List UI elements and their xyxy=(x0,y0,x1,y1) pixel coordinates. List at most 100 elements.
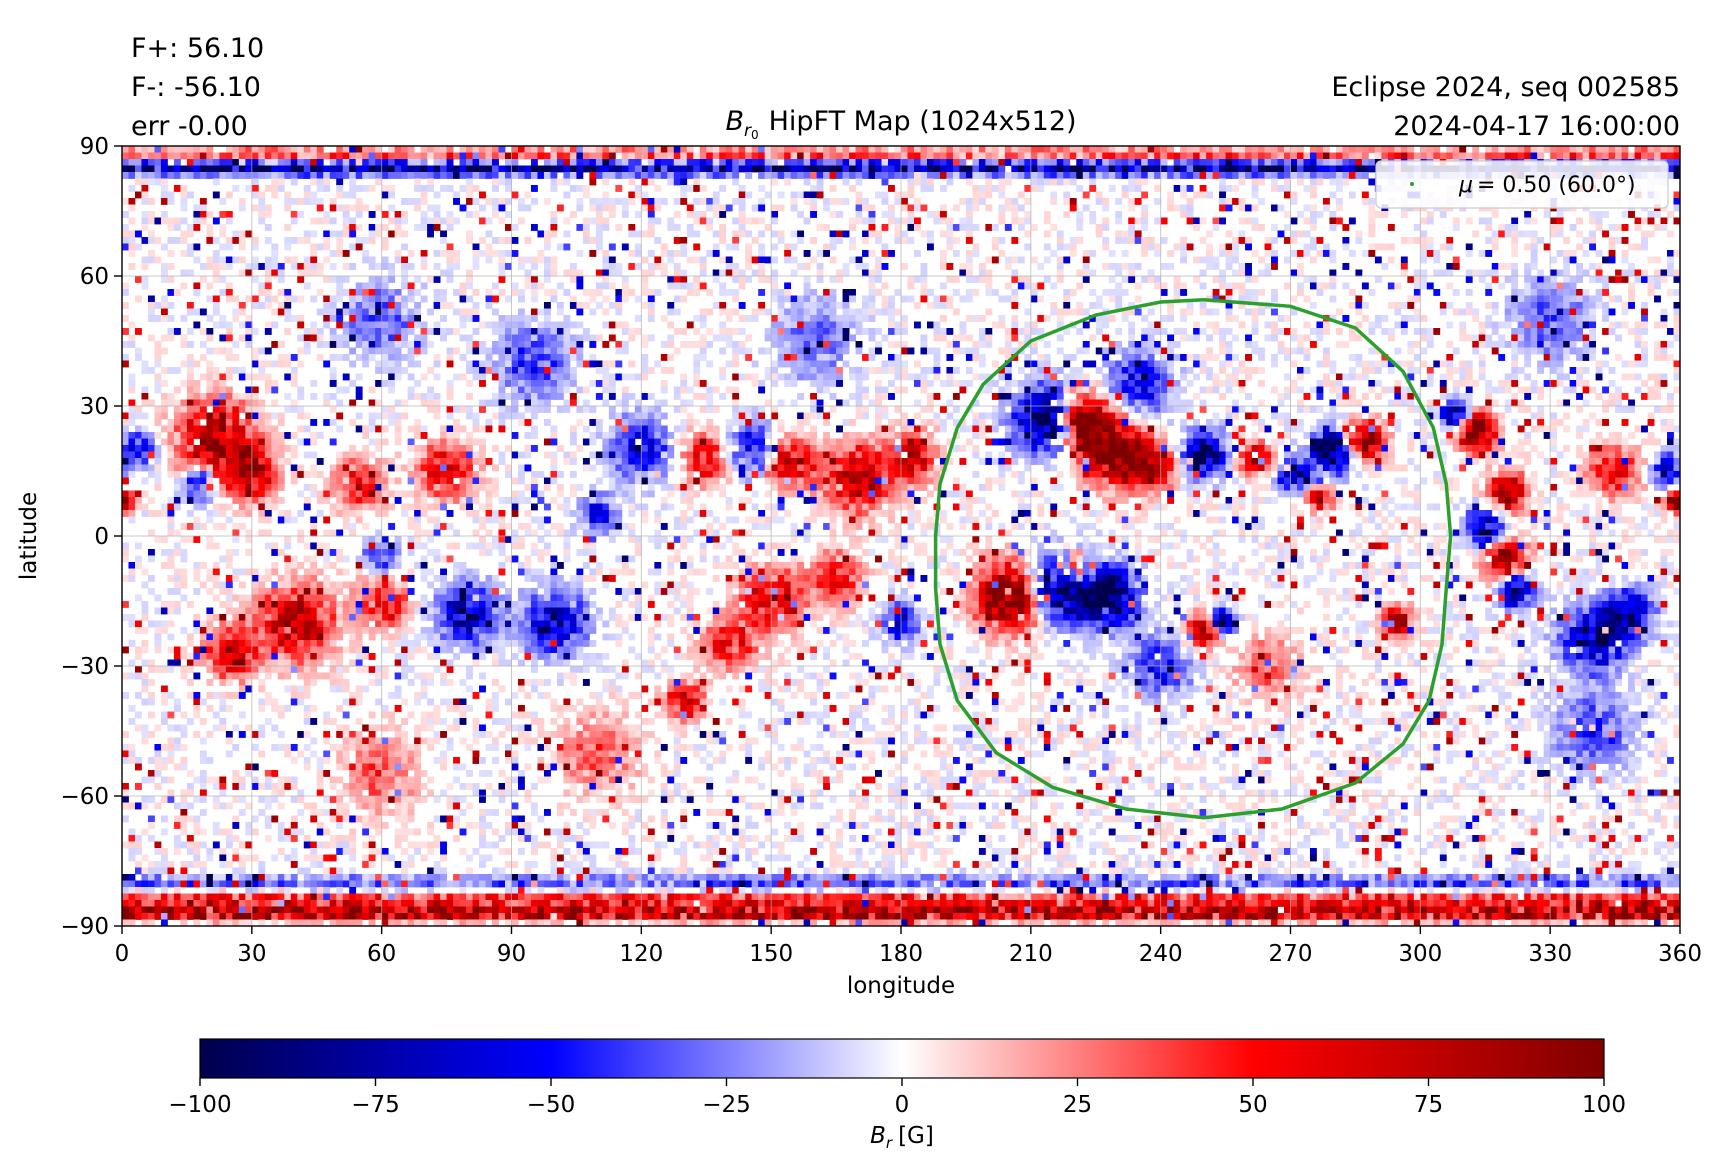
map-cell xyxy=(1095,165,1103,173)
map-cell xyxy=(1413,237,1421,244)
map-cell xyxy=(264,256,272,264)
map-cell xyxy=(1537,152,1545,160)
map-cell xyxy=(277,289,285,296)
map-cell xyxy=(1589,152,1597,160)
map-cell xyxy=(1069,152,1077,160)
map-cell xyxy=(673,250,681,257)
map-cell xyxy=(563,347,571,355)
map-cell xyxy=(550,341,558,348)
map-cell xyxy=(1491,276,1499,283)
map-cell xyxy=(1128,217,1136,225)
map-cell xyxy=(1076,269,1084,277)
map-cell xyxy=(1589,276,1597,283)
map-cell xyxy=(1193,172,1201,179)
map-cell xyxy=(323,256,331,264)
map-cell xyxy=(225,146,233,153)
map-cell xyxy=(472,341,480,348)
map-cell xyxy=(530,380,538,387)
map-cell xyxy=(388,230,396,238)
map-cell xyxy=(1296,263,1304,270)
map-cell xyxy=(1180,211,1188,218)
map-cell xyxy=(1134,178,1142,186)
map-cell xyxy=(1472,152,1480,160)
map-cell xyxy=(654,172,662,179)
map-cell xyxy=(446,211,454,218)
map-cell xyxy=(199,341,207,348)
map-cell xyxy=(1024,211,1032,218)
map-cell xyxy=(1628,152,1635,160)
map-cell xyxy=(1271,237,1278,244)
map-cell xyxy=(1024,393,1032,400)
map-cell xyxy=(1271,178,1278,186)
map-cell xyxy=(1219,250,1226,257)
map-cell xyxy=(589,354,597,361)
map-cell xyxy=(576,250,584,257)
map-cell xyxy=(440,230,447,238)
map-cell xyxy=(537,334,545,342)
map-cell xyxy=(1089,211,1097,218)
map-cell xyxy=(693,315,701,322)
map-cell xyxy=(284,289,292,296)
map-cell xyxy=(277,360,285,368)
map-cell xyxy=(472,263,480,270)
map-cell xyxy=(1374,380,1382,387)
map-cell xyxy=(1413,224,1421,231)
map-cell xyxy=(1530,302,1538,309)
map-cell xyxy=(1154,165,1162,173)
map-cell xyxy=(459,308,467,316)
map-cell xyxy=(1219,334,1226,342)
map-cell xyxy=(790,321,798,329)
map-cell xyxy=(1225,172,1233,179)
map-cell xyxy=(440,302,447,309)
map-cell xyxy=(1128,354,1136,361)
map-cell xyxy=(1193,146,1201,153)
map-cell xyxy=(453,165,460,173)
map-cell xyxy=(271,165,279,173)
map-cell xyxy=(907,204,915,212)
map-cell xyxy=(1465,360,1473,368)
map-cell xyxy=(1595,289,1603,296)
map-cell xyxy=(420,172,428,179)
map-cell xyxy=(946,354,954,361)
map-cell xyxy=(407,152,415,160)
map-cell xyxy=(888,380,895,387)
map-cell xyxy=(1095,159,1103,166)
map-cell xyxy=(725,256,733,264)
map-cell xyxy=(985,165,993,173)
map-cell xyxy=(1660,373,1668,381)
map-cell xyxy=(771,152,779,160)
map-cell xyxy=(1504,315,1512,322)
map-cell xyxy=(998,393,1006,400)
map-cell xyxy=(1491,308,1499,316)
map-cell xyxy=(699,347,707,355)
map-cell xyxy=(342,308,350,316)
map-cell xyxy=(965,230,973,238)
map-cell xyxy=(654,152,662,160)
map-cell xyxy=(764,159,772,166)
map-cell xyxy=(1621,211,1629,218)
map-cell xyxy=(1329,159,1337,166)
map-cell xyxy=(1089,152,1097,160)
map-cell xyxy=(394,165,402,173)
map-cell xyxy=(1316,159,1324,166)
map-cell xyxy=(1511,146,1519,153)
map-cell xyxy=(225,191,233,199)
map-cell xyxy=(440,185,447,192)
map-cell xyxy=(180,250,188,257)
map-cell xyxy=(1472,308,1480,316)
map-cell xyxy=(1296,341,1304,348)
map-cell xyxy=(524,269,532,277)
map-cell xyxy=(926,178,934,186)
map-cell xyxy=(621,295,629,303)
map-cell xyxy=(777,165,785,173)
map-cell xyxy=(264,146,272,153)
map-cell xyxy=(381,152,389,160)
map-cell xyxy=(1225,386,1233,394)
map-cell xyxy=(1167,302,1175,309)
map-cell xyxy=(673,198,681,205)
map-cell xyxy=(1264,146,1272,153)
map-cell xyxy=(810,295,818,303)
map-cell xyxy=(1329,172,1337,179)
map-cell xyxy=(693,198,701,205)
map-cell xyxy=(1673,360,1680,368)
